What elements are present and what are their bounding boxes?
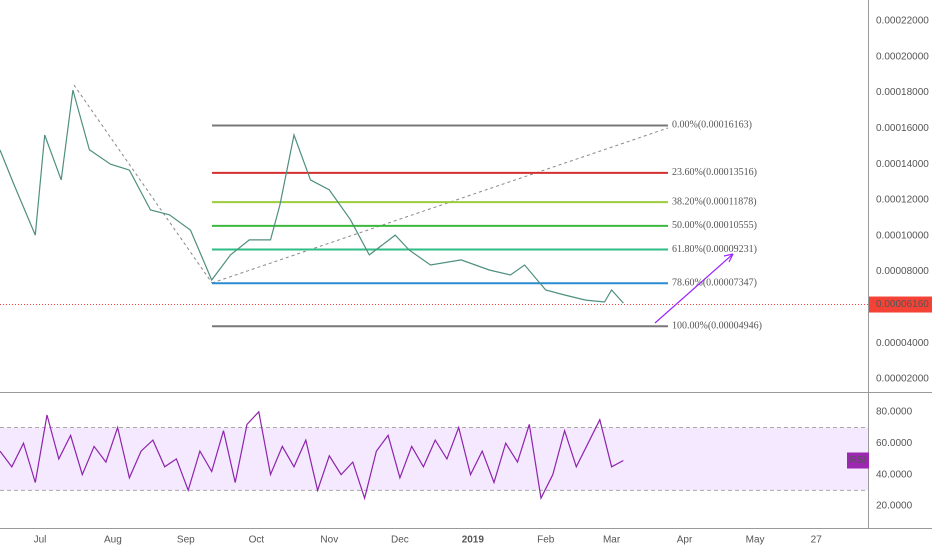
x-tick-label: May (746, 535, 765, 546)
x-tick-label: 27 (811, 535, 823, 546)
trend-line (73, 84, 213, 284)
x-tick-label: Apr (677, 535, 693, 546)
last-price-box (869, 296, 932, 313)
y-tick-label: 40.0000 (876, 469, 913, 480)
x-tick-label: Oct (249, 535, 265, 546)
fib-label: 100.00%(0.00004946) (672, 321, 762, 332)
y-tick-label: 80.0000 (876, 406, 913, 417)
x-tick-label: Nov (320, 535, 338, 546)
x-tick-label: 2019 (462, 535, 485, 546)
y-tick-label: 0.00004000 (876, 338, 929, 349)
x-tick-label: Mar (603, 535, 621, 546)
price-line (0, 410, 624, 501)
y-tick-label: 0.00012000 (876, 195, 929, 206)
x-tick-label: Feb (537, 535, 555, 546)
fib-label: 23.60%(0.00013516) (672, 167, 757, 178)
y-tick-label: 0.00008000 (876, 266, 929, 277)
y-tick-label: 0.00018000 (876, 87, 929, 98)
last-price-label: 0.00006160 (876, 299, 929, 310)
x-tick-label: Jul (34, 535, 47, 546)
x-tick-label: Dec (391, 535, 409, 546)
x-tick-label: Aug (104, 535, 122, 546)
rsi-band (0, 427, 868, 491)
fib-label: 61.80%(0.00009231) (672, 244, 757, 255)
price-line (0, 89, 624, 304)
y-tick-label: 0.00016000 (876, 123, 929, 134)
y-tick-label: 60.0000 (876, 438, 913, 449)
rsi-label-box (847, 452, 869, 469)
y-tick-label: 20.0000 (876, 501, 913, 512)
y-tick-label: 0.00020000 (876, 51, 929, 62)
y-tick-label: 0.00014000 (876, 159, 929, 170)
arrow (654, 253, 734, 324)
y-tick-label: 0.00010000 (876, 230, 929, 241)
y-tick-label: 0.00002000 (876, 374, 929, 385)
fib-label: 78.60%(0.00007347) (672, 278, 757, 289)
rsi-label: RSI (850, 455, 867, 466)
y-tick-label: 0.00022000 (876, 16, 929, 27)
arrow-head (723, 253, 734, 263)
fib-label: 0.00%(0.00016163) (672, 120, 752, 131)
trend-line (211, 127, 669, 284)
fib-label: 38.20%(0.00011878) (672, 196, 757, 207)
fib-label: 50.00%(0.00010555) (672, 220, 757, 231)
x-tick-label: Sep (177, 535, 195, 546)
